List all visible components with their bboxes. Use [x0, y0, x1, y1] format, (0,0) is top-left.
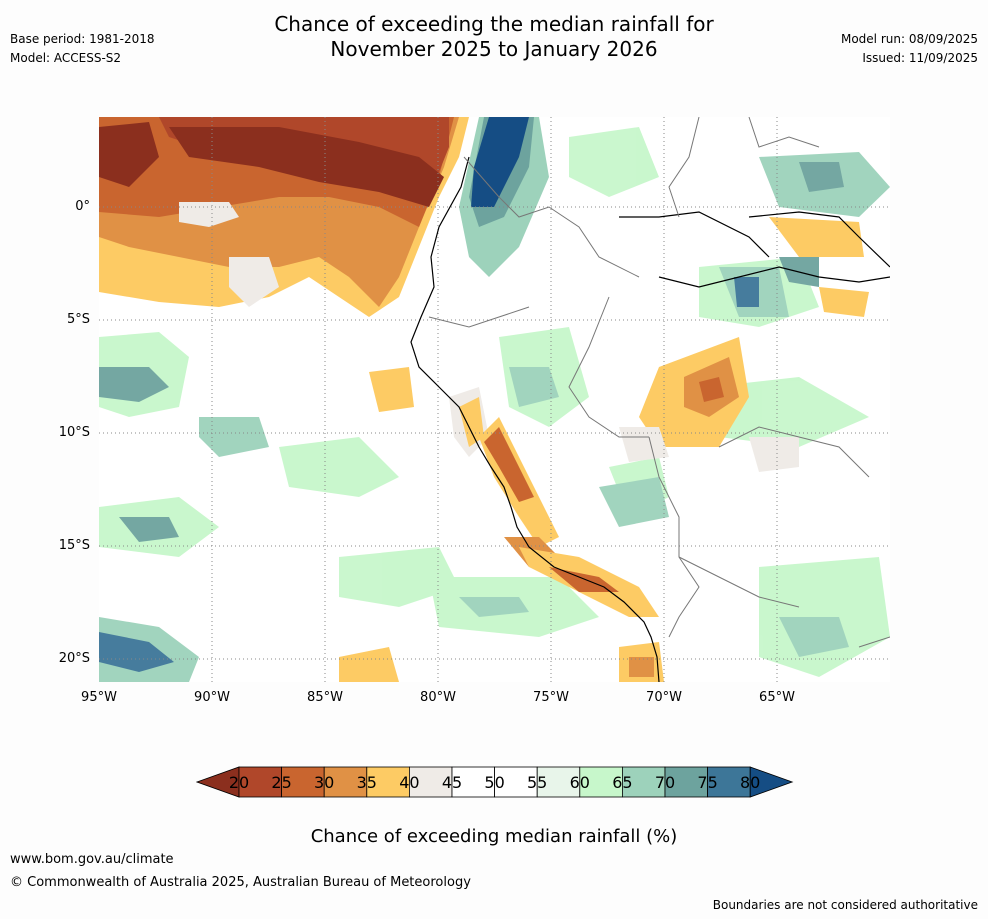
colorbar-tick-label: 35 [356, 773, 377, 792]
colorbar-arrow-high [749, 766, 794, 798]
colorbar-segments [196, 766, 794, 798]
lat-label-10s: 10°S [58, 425, 90, 440]
lon-label-65w: 65°W [759, 690, 795, 705]
base-period: Base period: 1981-2018 [10, 32, 155, 46]
lon-label-90w: 90°W [194, 690, 230, 705]
model-name: Model: ACCESS-S2 [10, 51, 122, 65]
lat-label-5s: 5°S [66, 312, 90, 327]
model-run: Model run: 08/09/2025 [840, 32, 978, 46]
colorbar-tick-label: 50 [484, 773, 505, 792]
colorbar-segment [323, 766, 368, 798]
lon-label-75w: 75°W [533, 690, 569, 705]
issued-date: Issued: 11/09/2025 [862, 51, 978, 65]
title-line-1: Chance of exceeding the median rainfall … [274, 12, 714, 36]
rainfall-map [99, 117, 890, 682]
colorbar-tick-label: 25 [271, 773, 292, 792]
colorbar-tick-label: 45 [441, 773, 463, 792]
footer-url[interactable]: www.bom.gov.au/climate [10, 852, 174, 867]
lat-label-20s: 20°S [58, 651, 90, 666]
footer-copyright: © Commonwealth of Australia 2025, Austra… [10, 875, 471, 890]
country-borders [428, 117, 890, 648]
colorbar-tick-label: 60 [569, 773, 590, 792]
title-line-2: November 2025 to January 2026 [330, 37, 658, 61]
lon-label-80w: 80°W [420, 690, 456, 705]
colorbar-segment [536, 766, 581, 798]
lat-label-15s: 15°S [58, 538, 90, 553]
colorbar-tick-label: 55 [527, 773, 548, 792]
coastline [410, 156, 660, 682]
colorbar-segment [621, 766, 666, 798]
lon-label-95w: 95°W [81, 690, 117, 705]
colorbar-segment [494, 766, 538, 798]
colorbar-segment [238, 766, 282, 798]
colorbar-tick-label: 30 [314, 773, 335, 792]
dry-anomaly-brazil [619, 217, 869, 472]
colorbar-tick-label: 20 [228, 773, 250, 792]
colorbar [196, 766, 794, 798]
lon-label-85w: 85°W [307, 690, 343, 705]
colorbar-tick-label: 40 [399, 773, 420, 792]
colorbar-tick-label: 70 [654, 773, 676, 792]
wet-anomaly-patches [99, 127, 890, 682]
colorbar-tick-label: 80 [740, 773, 761, 792]
colorbar-tick-label: 65 [612, 773, 633, 792]
amazon-river-outline [658, 266, 890, 288]
wet-anomaly-north-coast [459, 117, 549, 277]
meta-right: Model run: 08/09/2025 Issued: 11/09/2025 [841, 30, 978, 68]
colorbar-tick-label: 75 [697, 773, 718, 792]
colorbar-segment [451, 766, 495, 798]
colorbar-title: Chance of exceeding median rainfall (%) [310, 826, 678, 847]
colorbar-segment [408, 766, 453, 798]
colorbar-segment [707, 766, 751, 798]
dry-anomaly-northwest [99, 117, 469, 317]
meta-left: Base period: 1981-2018 Model: ACCESS-S2 [10, 30, 155, 68]
lat-label-0: 0° [75, 199, 90, 214]
dry-anomaly-peru-coast [339, 367, 664, 682]
colorbar-segment [366, 766, 410, 798]
map-title: Chance of exceeding the median rainfall … [0, 12, 988, 62]
lon-label-70w: 70°W [646, 690, 682, 705]
colorbar-segment [579, 766, 623, 798]
footer-disclaimer: Boundaries are not considered authoritat… [712, 898, 978, 912]
